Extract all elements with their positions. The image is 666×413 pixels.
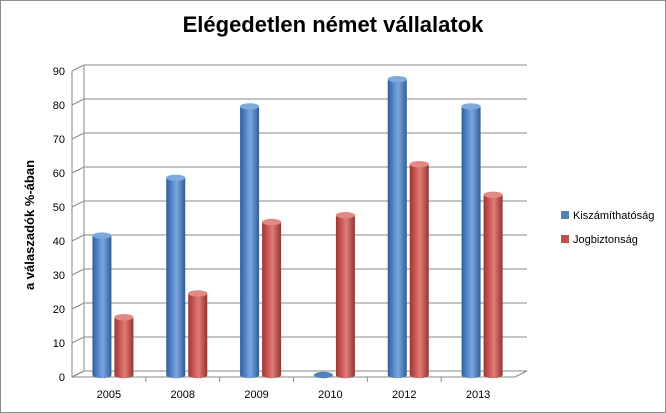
bar-body [114,317,134,379]
bar-jogbiztonsag-2009 [262,218,282,379]
y-tick-label: 20 [53,304,65,316]
bars [92,76,503,379]
chart-floor [71,370,528,378]
bar-body [166,177,186,379]
bar-top [461,103,481,110]
bar-body [387,79,407,379]
legend-swatch-kiszamithatosag [561,211,569,219]
gridline-connector [71,64,85,72]
bar-top [409,161,429,168]
chart-title: Elégedetlen német vállalatok [183,12,485,37]
y-tick-label: 90 [53,66,65,78]
y-tick-label: 60 [53,168,65,180]
legend-label-jogbiztonsag: Jogbiztonság [573,234,638,246]
y-tick-label: 50 [53,202,65,214]
bar-top [114,314,134,321]
gridline-connector [71,268,85,276]
bar-top [92,232,112,239]
bar-body [92,235,112,379]
legend-swatch-jogbiztonsag [561,235,569,243]
y-tick-label: 80 [53,100,65,112]
bar-top [387,76,407,83]
bar-body [335,215,355,379]
bar-kiszamithatosag-2012 [387,76,407,379]
bar-jogbiztonsag-2010 [335,212,355,379]
x-tick-label: 2009 [244,389,268,401]
gridlines [71,64,528,378]
x-tick-label: 2008 [171,389,195,401]
y-tick-label: 10 [53,338,65,350]
legend: Kiszámíthatóság Jogbiztonság [561,210,654,246]
bar-kiszamithatosag-2009 [240,103,260,379]
y-tick-label: 70 [53,134,65,146]
gridline-connector [71,234,85,242]
bar-kiszamithatosag-2005 [92,232,112,379]
bar-body [240,106,260,379]
y-axis-label: a válaszadók %-ában [22,160,37,290]
y-tick-label: 0 [59,372,65,384]
bar-jogbiztonsag-2008 [188,290,208,379]
gridline-connector [71,302,85,310]
bar-kiszamithatosag-2010 [313,371,333,379]
bar-top [335,212,355,219]
bar-kiszamithatosag-2013 [461,103,481,379]
bar-body [409,164,429,379]
bar-jogbiztonsag-2012 [409,161,429,379]
bar-top [188,290,208,297]
gridline-connector [71,200,85,208]
bar-zero-disc [313,371,333,379]
y-axis-ticks: 0 10 20 30 40 50 60 70 80 90 [53,66,65,384]
bar-top [262,218,282,226]
y-tick-label: 30 [53,270,65,282]
x-tick-label: 2013 [466,389,490,401]
bar-body [188,293,208,379]
bar-top [166,174,186,181]
gridline-connector [71,166,85,174]
gridline-connector [71,336,85,344]
legend-label-kiszamithatosag: Kiszámíthatóság [573,210,654,222]
bar-top [483,191,503,198]
bar-jogbiztonsag-2005 [114,314,134,379]
gridline-connector [71,98,85,106]
x-axis-ticks: 2005 2008 2009 2010 2012 2013 [97,377,490,401]
bar-kiszamithatosag-2008 [166,174,186,379]
bar-jogbiztonsag-2013 [483,191,503,379]
gridline-connector [71,132,85,140]
bar-top [240,103,260,110]
bar-body [262,222,282,379]
x-tick-label: 2010 [318,389,342,401]
x-tick-label: 2005 [97,389,121,401]
bar-body [461,106,481,379]
y-tick-label: 40 [53,236,65,248]
bar-body [483,194,503,379]
x-tick-label: 2012 [392,389,416,401]
